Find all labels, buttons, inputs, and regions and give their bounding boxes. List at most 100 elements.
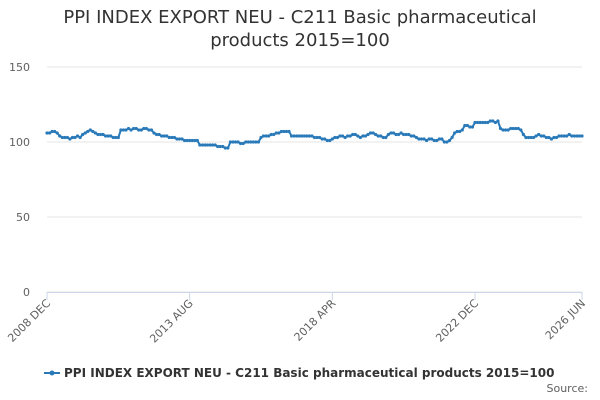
- point: [116, 135, 120, 140]
- point: [315, 135, 319, 140]
- point: [261, 134, 266, 138]
- point: [160, 134, 164, 138]
- y-tick-label: 50: [16, 211, 30, 224]
- point: [366, 132, 370, 137]
- point: [570, 134, 574, 138]
- point: [111, 135, 115, 140]
- point: [175, 137, 179, 141]
- point: [577, 134, 582, 138]
- point: [511, 126, 515, 131]
- point: [414, 135, 419, 140]
- point: [132, 126, 136, 131]
- point: [437, 137, 441, 141]
- point: [190, 138, 194, 143]
- point: [172, 135, 176, 140]
- point: [481, 120, 485, 125]
- point: [259, 135, 263, 140]
- point: [404, 132, 408, 137]
- point: [486, 120, 490, 125]
- point: [470, 125, 475, 129]
- point: [498, 126, 503, 131]
- point: [180, 137, 184, 141]
- point: [63, 135, 67, 140]
- point: [226, 146, 230, 150]
- point: [442, 140, 447, 144]
- point: [419, 137, 424, 141]
- point: [236, 140, 240, 144]
- point: [297, 134, 301, 138]
- point: [544, 135, 548, 140]
- point: [182, 138, 187, 143]
- point: [129, 128, 133, 132]
- point: [216, 144, 220, 149]
- x-tick-label: 2022 DEC: [433, 297, 481, 345]
- point: [185, 138, 189, 143]
- point: [567, 132, 571, 137]
- point: [106, 134, 110, 138]
- point: [526, 135, 531, 140]
- point: [417, 137, 421, 141]
- point: [277, 131, 281, 135]
- point: [450, 135, 454, 140]
- point: [134, 126, 138, 131]
- point: [50, 129, 54, 134]
- point: [45, 131, 49, 135]
- point: [157, 132, 161, 137]
- point: [475, 120, 480, 125]
- point: [193, 138, 197, 143]
- point: [223, 146, 227, 150]
- point: [427, 137, 431, 141]
- point: [407, 132, 411, 137]
- point: [78, 135, 82, 140]
- point: [317, 135, 322, 140]
- point: [302, 134, 306, 138]
- point: [307, 134, 312, 138]
- point: [213, 143, 217, 147]
- point: [312, 135, 317, 140]
- point: [506, 128, 510, 132]
- point: [348, 134, 352, 138]
- point: [272, 132, 276, 137]
- point: [478, 120, 482, 125]
- point: [529, 135, 533, 140]
- point: [93, 131, 98, 135]
- point: [575, 134, 579, 138]
- point: [269, 132, 273, 137]
- point: [560, 134, 564, 138]
- point: [473, 120, 477, 125]
- point: [246, 140, 250, 144]
- point: [91, 129, 95, 134]
- point: [126, 126, 131, 131]
- point: [233, 140, 238, 144]
- point: [98, 132, 103, 137]
- point: [379, 134, 383, 138]
- x-tick-label: 2026 JUN: [543, 297, 588, 342]
- point: [340, 134, 345, 138]
- source: Source:: [547, 382, 589, 395]
- point: [188, 138, 192, 143]
- point: [440, 137, 444, 141]
- point: [147, 128, 151, 132]
- point: [103, 134, 108, 138]
- point: [580, 134, 584, 138]
- point: [165, 134, 169, 138]
- point: [142, 126, 146, 131]
- point: [491, 119, 495, 123]
- point: [501, 128, 505, 132]
- point: [228, 140, 233, 144]
- point: [101, 132, 105, 137]
- point: [338, 134, 342, 138]
- point: [256, 140, 261, 144]
- point: [333, 135, 337, 140]
- point: [531, 135, 536, 140]
- legend-marker: [49, 370, 55, 376]
- point: [154, 132, 159, 137]
- point: [361, 134, 365, 138]
- point: [552, 135, 556, 140]
- point: [320, 137, 324, 141]
- point: [521, 132, 526, 137]
- point: [114, 135, 118, 140]
- point: [547, 135, 551, 140]
- point: [453, 131, 457, 135]
